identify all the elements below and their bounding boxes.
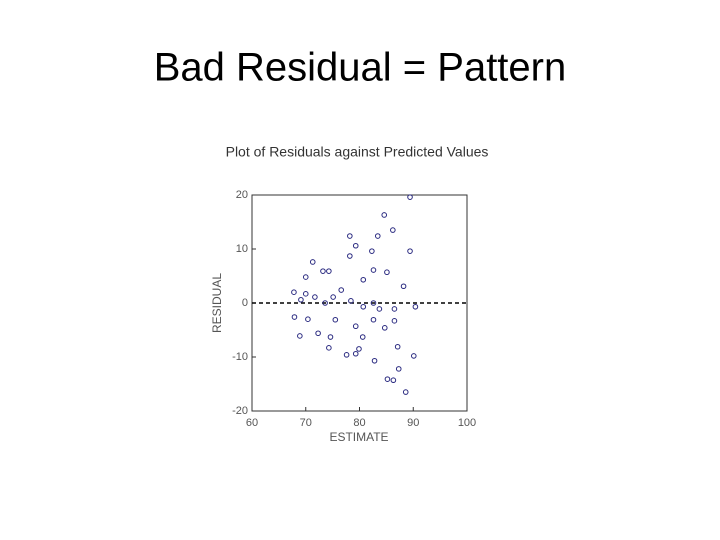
point	[309, 259, 316, 265]
point	[347, 253, 353, 259]
point	[352, 350, 359, 357]
point	[330, 294, 336, 300]
y-tick-label: 0	[242, 297, 248, 309]
point	[402, 389, 409, 395]
point	[390, 377, 397, 384]
point	[352, 323, 359, 330]
point	[327, 334, 334, 340]
point	[407, 248, 413, 254]
point	[391, 306, 398, 312]
point	[343, 352, 350, 358]
point	[297, 333, 303, 339]
y-tick-label: -10	[232, 351, 248, 363]
point	[338, 287, 345, 293]
x-tick-label: 60	[246, 417, 258, 429]
x-tick-label: 90	[407, 417, 419, 429]
point	[326, 268, 332, 274]
point	[371, 357, 378, 364]
point	[381, 325, 388, 331]
point	[332, 316, 339, 323]
y-tick-label: 20	[236, 189, 248, 201]
point	[348, 298, 354, 304]
x-tick-label: 70	[300, 417, 312, 429]
point	[360, 303, 367, 310]
point	[360, 276, 367, 283]
y-tick-label: 10	[236, 243, 248, 255]
point	[384, 376, 391, 382]
point	[376, 306, 383, 312]
point	[369, 248, 375, 254]
point	[347, 233, 353, 239]
point	[370, 267, 377, 273]
x-tick-label: 80	[353, 417, 365, 429]
point	[410, 353, 417, 359]
point	[400, 283, 407, 290]
point	[305, 316, 311, 323]
point	[390, 227, 396, 233]
y-axis-label: RESIDUAL	[210, 273, 224, 333]
point	[395, 366, 402, 372]
point	[291, 314, 298, 320]
point	[370, 316, 377, 323]
point	[291, 289, 297, 296]
point	[370, 300, 377, 306]
point	[298, 296, 304, 303]
point	[391, 318, 398, 324]
point	[359, 334, 366, 340]
point	[315, 330, 321, 337]
chart-title: Plot of Residuals against Predicted Valu…	[226, 144, 489, 160]
point	[381, 212, 388, 218]
point	[326, 345, 332, 351]
point	[384, 269, 390, 276]
point	[407, 194, 413, 200]
point	[352, 242, 359, 249]
point	[312, 294, 318, 300]
point	[302, 274, 309, 280]
slide-title: Bad Residual = Pattern	[154, 46, 566, 90]
x-tick-label: 100	[458, 417, 476, 429]
point	[302, 291, 309, 297]
point	[374, 233, 381, 239]
point	[320, 268, 326, 274]
point	[394, 343, 401, 350]
x-axis-label: ESTIMATE	[329, 430, 388, 444]
point	[322, 300, 328, 306]
y-tick-label: -20	[232, 405, 248, 417]
point	[412, 303, 419, 310]
point	[356, 346, 362, 352]
